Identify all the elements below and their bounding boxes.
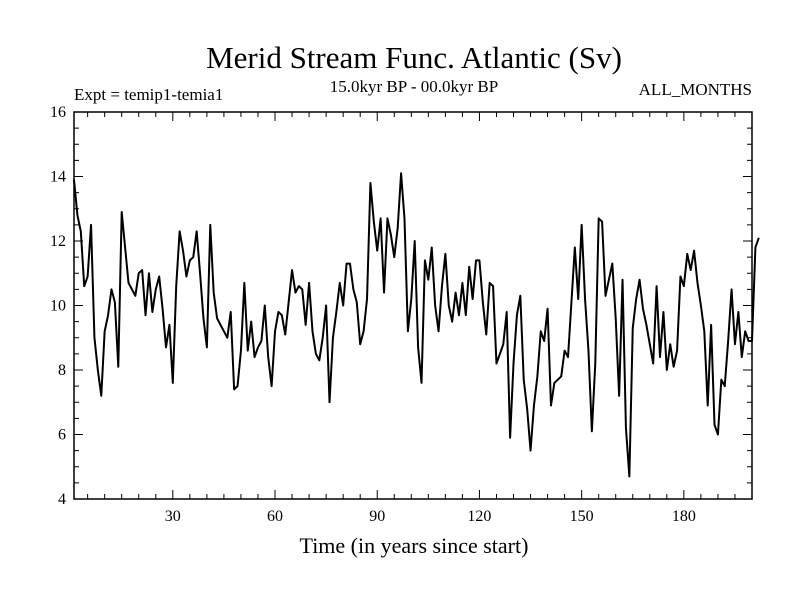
x-tick-label: 30 bbox=[165, 508, 181, 525]
y-tick-label: 6 bbox=[58, 427, 66, 444]
x-tick-label: 60 bbox=[267, 508, 283, 525]
y-tick-label: 4 bbox=[58, 491, 66, 508]
months-label: ALL_MONTHS bbox=[639, 80, 752, 99]
y-tick-label: 16 bbox=[50, 104, 66, 121]
tick-labels: 4 6 8 10 12 14 16 30 60 90 120 150 180 bbox=[50, 104, 696, 525]
experiment-label: Expt = temip1-temia1 bbox=[74, 85, 223, 104]
series-line bbox=[73, 172, 760, 478]
plot-area bbox=[73, 111, 753, 500]
chart-title: Merid Stream Func. Atlantic (Sv) bbox=[206, 40, 622, 75]
x-tick-label: 180 bbox=[672, 508, 696, 525]
chart-subtitle: 15.0kyr BP - 00.0kyr BP bbox=[330, 77, 498, 96]
y-tick-label: 10 bbox=[50, 298, 66, 315]
x-tick-label: 120 bbox=[467, 508, 491, 525]
x-tick-label: 90 bbox=[369, 508, 385, 525]
x-tick-label: 150 bbox=[570, 508, 594, 525]
y-tick-label: 12 bbox=[50, 233, 66, 250]
y-tick-label: 8 bbox=[58, 362, 66, 379]
x-axis-label: Time (in years since start) bbox=[300, 533, 529, 558]
y-tick-label: 14 bbox=[50, 169, 66, 186]
